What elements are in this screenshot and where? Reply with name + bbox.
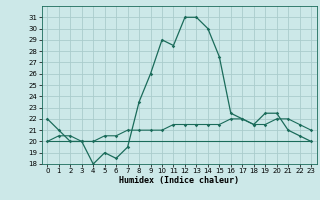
X-axis label: Humidex (Indice chaleur): Humidex (Indice chaleur)	[119, 176, 239, 185]
